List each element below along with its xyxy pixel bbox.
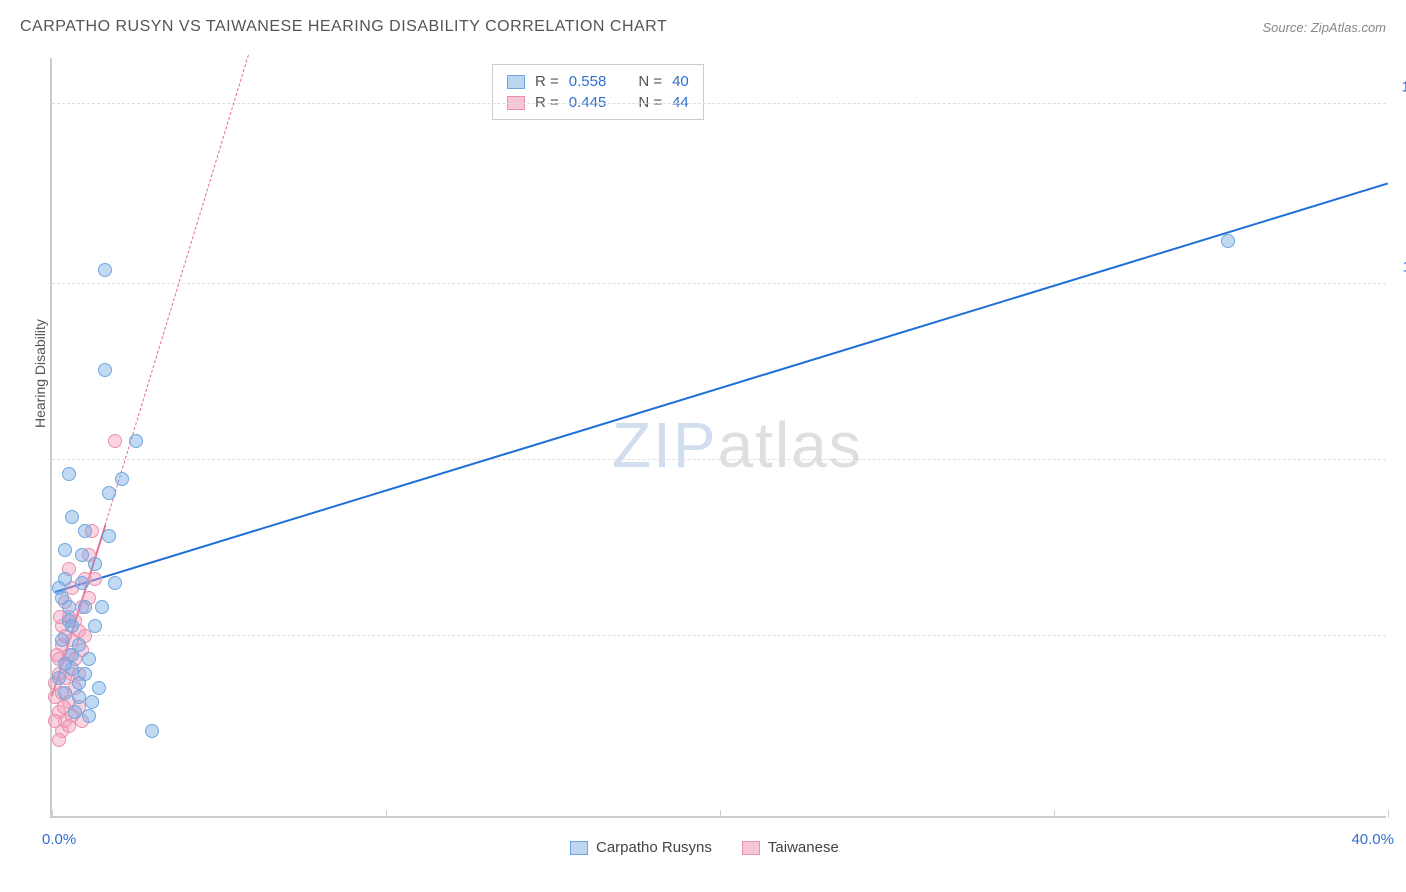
point-pink (52, 733, 66, 747)
point-blue (82, 709, 96, 723)
point-blue (72, 690, 86, 704)
chart-header: CARPATHO RUSYN VS TAIWANESE HEARING DISA… (20, 18, 1386, 36)
trend-line (55, 182, 1388, 592)
point-blue (92, 681, 106, 695)
y-tick-label: 3.8% (1384, 610, 1406, 627)
point-blue (98, 363, 112, 377)
point-blue (108, 576, 122, 590)
point-blue (65, 510, 79, 524)
point-pink (108, 434, 122, 448)
point-blue (1221, 234, 1235, 248)
point-blue (72, 638, 86, 652)
point-blue (58, 543, 72, 557)
point-blue (75, 548, 89, 562)
gridline (52, 283, 1386, 284)
x-tick (1054, 810, 1055, 818)
point-blue (82, 652, 96, 666)
chart-area: Hearing Disability ZIPatlas R = 0.558 N … (50, 58, 1386, 818)
stats-legend: R = 0.558 N = 40 R = 0.445 N = 44 (492, 64, 704, 120)
gridline (52, 103, 1386, 104)
y-axis-label: Hearing Disability (32, 319, 48, 428)
x-min-label: 0.0% (42, 831, 76, 848)
legend-label-blue: Carpatho Rusyns (596, 839, 712, 856)
legend-label-pink: Taiwanese (768, 839, 839, 856)
watermark-zip: ZIP (612, 409, 718, 481)
point-pink (88, 572, 102, 586)
x-tick (386, 810, 387, 818)
point-blue (65, 619, 79, 633)
swatch-blue (507, 75, 525, 89)
source-label: Source: ZipAtlas.com (1262, 20, 1386, 35)
x-tick (1388, 810, 1389, 818)
series-legend: Carpatho Rusyns Taiwanese (570, 839, 839, 856)
point-blue (75, 576, 89, 590)
watermark-atlas: atlas (718, 409, 863, 481)
point-blue (78, 600, 92, 614)
n-value-blue: 40 (672, 73, 689, 90)
point-pink (48, 714, 62, 728)
x-tick (720, 810, 721, 818)
point-blue (58, 686, 72, 700)
point-blue (102, 529, 116, 543)
plot-region: ZIPatlas R = 0.558 N = 40 R = 0.445 N = … (50, 58, 1386, 818)
point-pink (62, 719, 76, 733)
y-tick-label: 7.5% (1384, 434, 1406, 451)
point-blue (85, 695, 99, 709)
r-label: R = (535, 73, 559, 90)
point-blue (78, 524, 92, 538)
r-value-blue: 0.558 (569, 73, 607, 90)
point-blue (58, 657, 72, 671)
legend-item-pink: Taiwanese (742, 839, 839, 856)
trend-line (105, 55, 249, 526)
swatch-blue (570, 841, 588, 855)
point-blue (115, 472, 129, 486)
point-blue (78, 667, 92, 681)
point-blue (68, 705, 82, 719)
point-blue (58, 572, 72, 586)
stats-row-blue: R = 0.558 N = 40 (507, 71, 689, 92)
x-max-label: 40.0% (1351, 831, 1394, 848)
point-blue (129, 434, 143, 448)
point-blue (95, 600, 109, 614)
point-blue (62, 600, 76, 614)
gridline (52, 459, 1386, 460)
point-blue (88, 619, 102, 633)
point-blue (88, 557, 102, 571)
point-blue (145, 724, 159, 738)
point-blue (52, 671, 66, 685)
chart-title: CARPATHO RUSYN VS TAIWANESE HEARING DISA… (20, 18, 667, 36)
point-blue (55, 633, 69, 647)
gridline (52, 635, 1386, 636)
x-tick (52, 810, 53, 818)
point-blue (62, 467, 76, 481)
swatch-pink (742, 841, 760, 855)
y-tick-label: 11.2% (1384, 259, 1406, 276)
y-tick-label: 15.0% (1384, 78, 1406, 95)
point-blue (98, 263, 112, 277)
point-blue (102, 486, 116, 500)
watermark: ZIPatlas (612, 408, 863, 482)
n-label: N = (638, 73, 662, 90)
legend-item-blue: Carpatho Rusyns (570, 839, 712, 856)
